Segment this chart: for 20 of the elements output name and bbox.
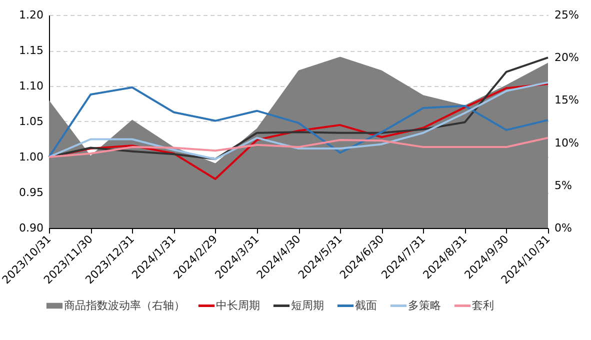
y-tick-label: 1.20: [19, 8, 44, 22]
legend-label: 截面: [355, 298, 377, 312]
legend-label: 中长周期: [216, 298, 260, 312]
y2-tick-label: 5%: [554, 178, 572, 192]
y-tick-label: 1.10: [19, 80, 44, 92]
y2-tick-label: 20%: [554, 51, 579, 64]
line-series: [48, 136, 549, 158]
y-tick-label: 1.15: [19, 44, 44, 57]
y-tick-label: 0.90: [19, 222, 44, 234]
legend-label: 多策略: [408, 298, 441, 312]
y-tick-label: 0.95: [19, 186, 44, 199]
legend-label: 商品指数波动率（右轴）: [64, 298, 185, 312]
legend-label: 套利: [472, 298, 494, 312]
y-tick-label: 1.00: [19, 150, 44, 164]
legend-label: 短周期: [291, 298, 324, 312]
y2-tick-label: 25%: [554, 8, 579, 22]
y2-tick-label: 15%: [554, 94, 579, 107]
y2-tick-label: 0%: [554, 222, 572, 234]
y2-tick-label: 10%: [554, 136, 579, 150]
y-tick-label: 1.05: [19, 115, 44, 128]
